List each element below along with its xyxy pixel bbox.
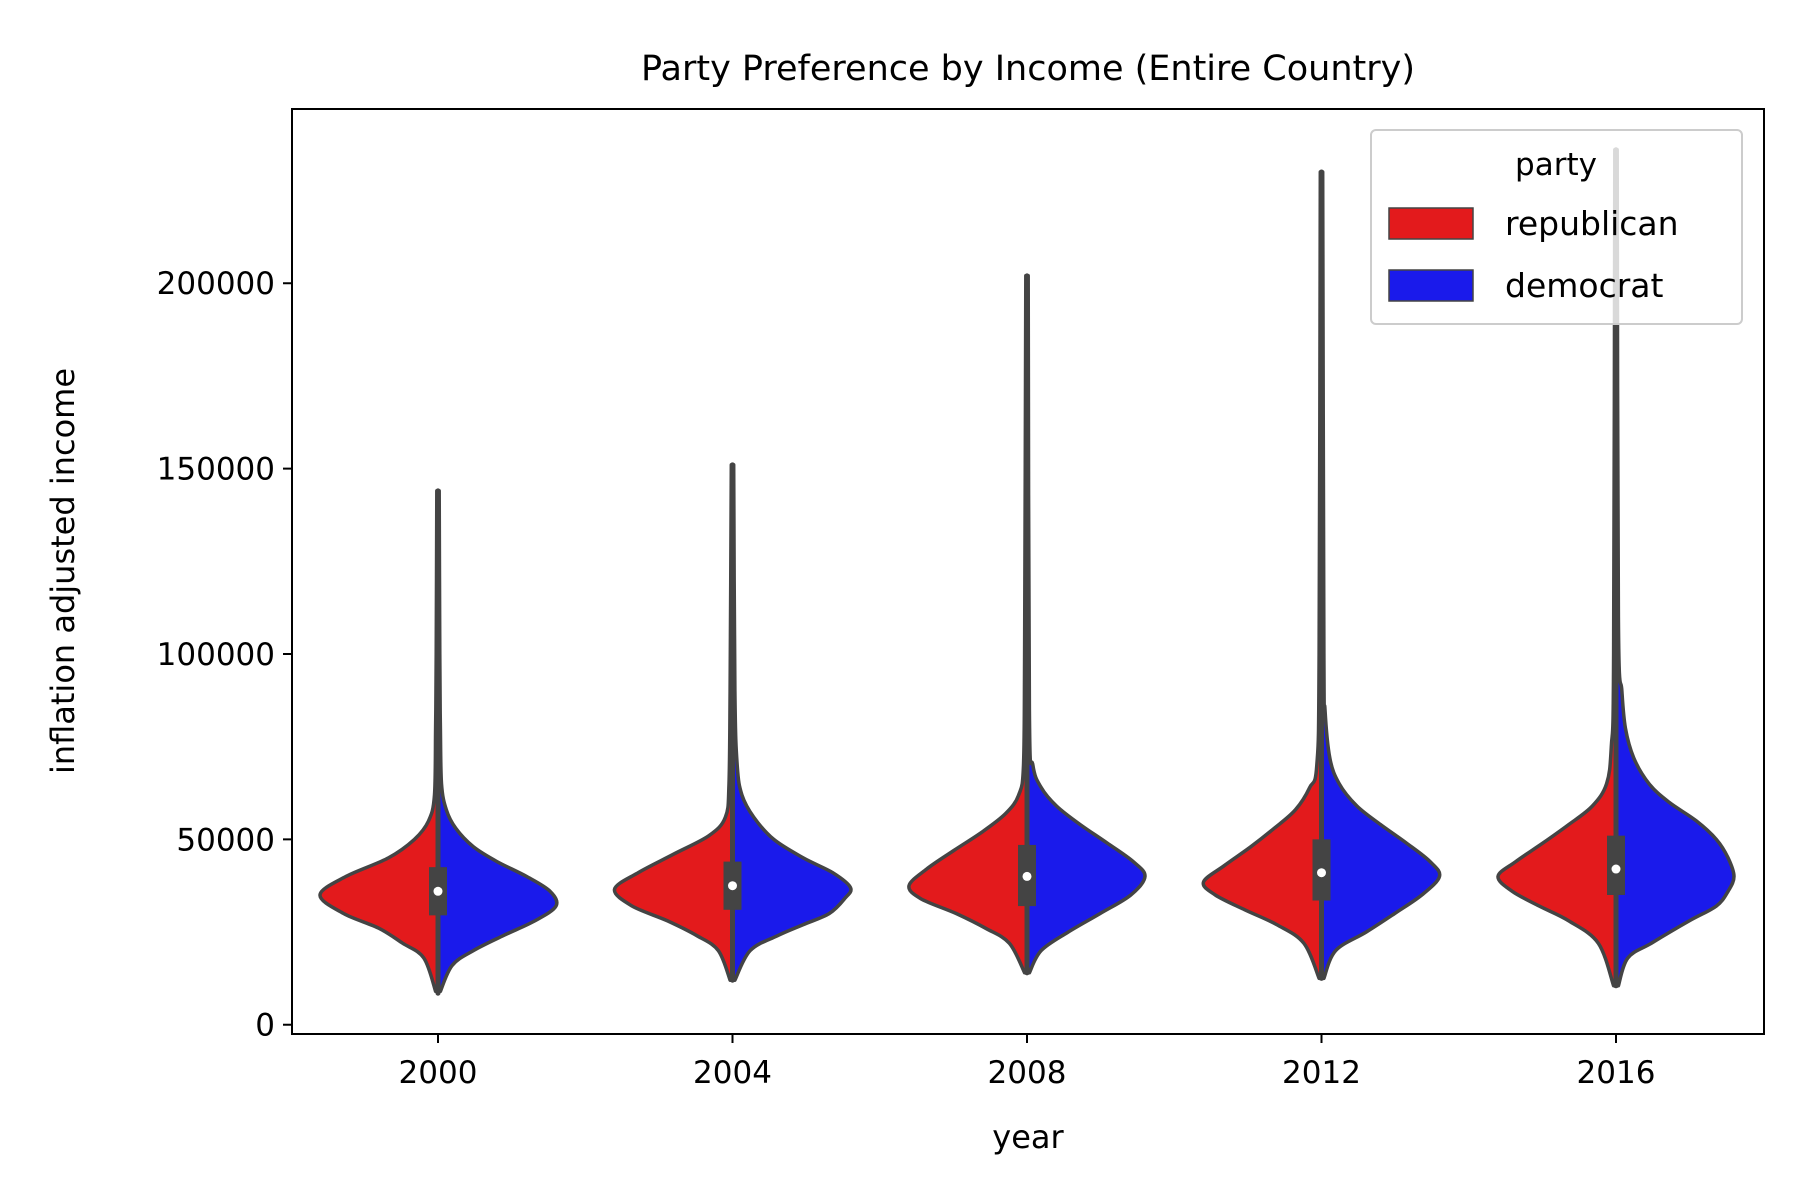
y-tick-label: 50000	[176, 822, 275, 858]
median-dot-2008	[1022, 871, 1032, 881]
x-tick-label: 2008	[988, 1055, 1067, 1091]
violin-half-democrat-2008	[1025, 274, 1147, 975]
y-axis: 0 50000 100000 150000 200000	[157, 266, 292, 1044]
violin-half-democrat-2016	[1614, 148, 1736, 988]
legend-swatch-democrat	[1388, 269, 1474, 302]
legend-swatch-republican	[1388, 207, 1474, 240]
chart-title: Party Preference by Income (Entire Count…	[641, 49, 1415, 89]
median-dot-2016	[1611, 864, 1621, 874]
legend-title: party	[1515, 147, 1597, 183]
legend: party republican democrat	[1370, 129, 1743, 325]
y-tick-label: 0	[255, 1008, 275, 1044]
median-dot-2000	[433, 886, 443, 896]
violin-half-republican-2004	[612, 463, 735, 982]
y-tick-label: 100000	[157, 637, 275, 673]
median-dot-2012	[1317, 868, 1326, 878]
x-axis-label: year	[992, 1118, 1064, 1156]
violin-layer	[318, 147, 1736, 996]
y-tick-label: 200000	[157, 266, 275, 302]
x-tick-label: 2004	[693, 1055, 772, 1091]
y-tick-label: 150000	[157, 452, 275, 488]
x-tick-label: 2012	[1282, 1055, 1361, 1091]
x-tick-label: 2016	[1577, 1055, 1656, 1091]
violin-half-republican-2008	[907, 274, 1029, 975]
y-axis-label: inflation adjusted income	[44, 368, 82, 774]
median-dot-2004	[728, 881, 737, 891]
x-axis: 2000 2004 2008 2012 2016	[399, 1034, 1656, 1091]
violin-half-republican-2012	[1201, 170, 1324, 981]
violin-half-democrat-2000	[436, 489, 559, 994]
x-tick-label: 2000	[399, 1055, 478, 1091]
violin-half-democrat-2004	[730, 463, 853, 982]
violin-half-republican-2000	[318, 489, 440, 994]
legend-label-republican: republican	[1505, 204, 1679, 243]
legend-label-democrat: democrat	[1505, 266, 1664, 305]
